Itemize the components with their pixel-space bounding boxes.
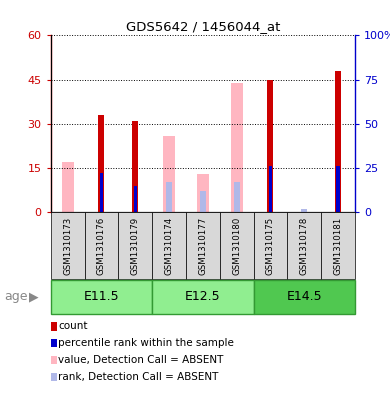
Bar (234, 182, 239, 212)
Text: GSM1310175: GSM1310175 (266, 217, 275, 275)
Text: GSM1310174: GSM1310174 (165, 217, 174, 275)
Bar (301, 209, 307, 212)
Text: age: age (4, 290, 27, 303)
Text: percentile rank within the sample: percentile rank within the sample (58, 338, 234, 348)
Bar (186, 212, 220, 279)
Bar (254, 212, 287, 279)
Bar (166, 182, 172, 212)
Text: GSM1310176: GSM1310176 (97, 217, 106, 275)
Bar (200, 191, 206, 212)
Bar (163, 136, 175, 212)
Bar (100, 173, 103, 212)
Text: GSM1310180: GSM1310180 (232, 217, 241, 275)
Text: count: count (58, 321, 88, 331)
Bar (62, 162, 74, 212)
Bar (268, 79, 273, 212)
Bar (269, 166, 272, 212)
Text: E14.5: E14.5 (286, 290, 322, 303)
Bar (85, 212, 118, 279)
Bar (220, 212, 254, 279)
Text: E12.5: E12.5 (185, 290, 221, 303)
Bar (133, 185, 137, 212)
Bar (336, 166, 340, 212)
Text: value, Detection Call = ABSENT: value, Detection Call = ABSENT (58, 355, 224, 365)
Bar (98, 115, 105, 212)
Bar (335, 71, 341, 212)
Text: rank, Detection Call = ABSENT: rank, Detection Call = ABSENT (58, 372, 219, 382)
Bar (197, 174, 209, 212)
Text: GSM1310178: GSM1310178 (300, 217, 309, 275)
Text: ▶: ▶ (29, 290, 39, 303)
Bar (51, 212, 85, 279)
Bar (254, 280, 355, 314)
Text: GSM1310179: GSM1310179 (131, 217, 140, 275)
Bar (231, 83, 243, 212)
Bar (152, 212, 186, 279)
Bar (152, 280, 254, 314)
Text: E11.5: E11.5 (83, 290, 119, 303)
Bar (321, 212, 355, 279)
Bar (118, 212, 152, 279)
Bar (132, 121, 138, 212)
Text: GSM1310173: GSM1310173 (63, 217, 72, 275)
Bar (287, 212, 321, 279)
Title: GDS5642 / 1456044_at: GDS5642 / 1456044_at (126, 20, 280, 33)
Text: GSM1310181: GSM1310181 (333, 217, 342, 275)
Text: GSM1310177: GSM1310177 (198, 217, 207, 275)
Bar (51, 280, 152, 314)
